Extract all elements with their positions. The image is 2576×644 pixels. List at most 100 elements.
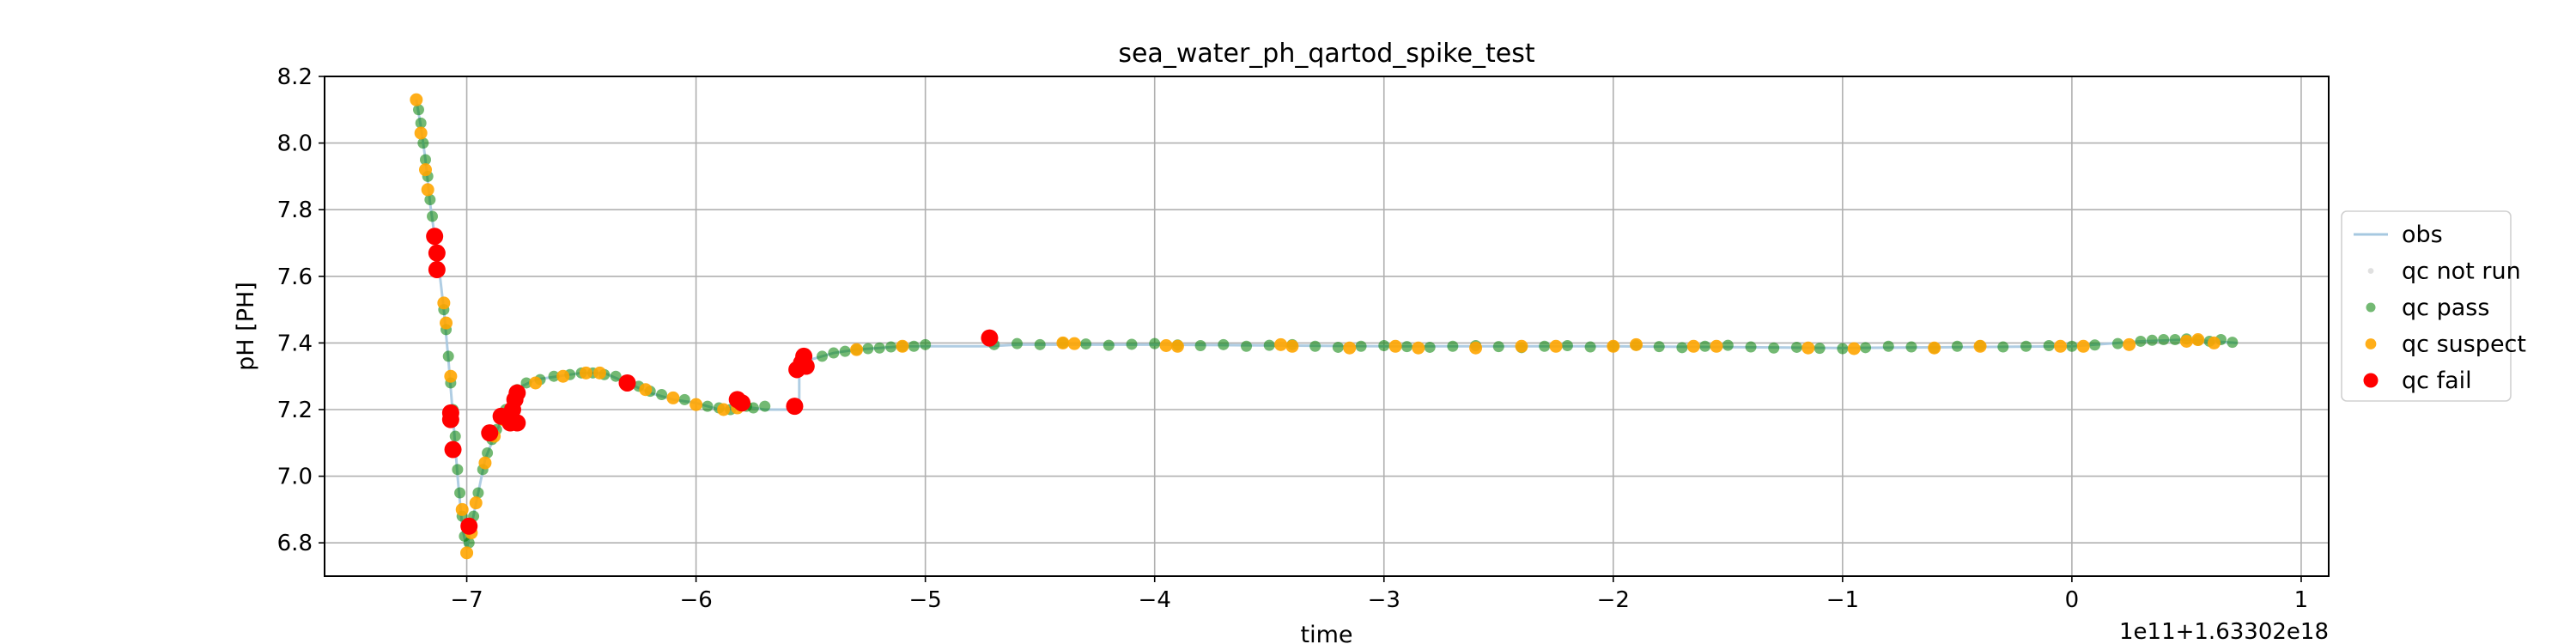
qc-suspect-point bbox=[666, 391, 680, 404]
qc-suspect-point bbox=[1343, 341, 1357, 355]
qc-pass-point bbox=[2169, 334, 2181, 346]
qc-pass-point bbox=[816, 350, 828, 362]
qc-suspect-point bbox=[1686, 339, 1700, 353]
qc-pass-point bbox=[420, 154, 432, 166]
qc-pass-point bbox=[1997, 341, 2009, 353]
qc-pass-point bbox=[920, 338, 932, 350]
qc-pass-point bbox=[2146, 334, 2158, 346]
qc-pass-point bbox=[862, 343, 874, 355]
qc-pass-point bbox=[482, 447, 494, 459]
qc-pass-point bbox=[1676, 342, 1688, 354]
qc-suspect-point bbox=[1285, 339, 1299, 353]
qc-pass-point bbox=[424, 194, 436, 206]
qc-suspect-point bbox=[1412, 341, 1425, 355]
qc-pass-point bbox=[520, 377, 532, 389]
legend-swatch-qc-pass bbox=[2366, 302, 2376, 313]
qc-pass-point bbox=[1011, 337, 1023, 349]
qc-suspect-point bbox=[1710, 339, 1723, 353]
qc-suspect-point bbox=[2123, 337, 2136, 351]
qc-pass-point bbox=[1951, 340, 1963, 352]
qc-fail-point bbox=[618, 374, 636, 392]
qc-pass-point bbox=[1149, 337, 1161, 349]
qc-suspect-point bbox=[419, 163, 433, 177]
qc-suspect-point bbox=[717, 403, 731, 416]
qc-fail-point bbox=[481, 424, 499, 442]
qc-pass-point bbox=[908, 340, 920, 352]
qc-pass-point bbox=[1241, 340, 1253, 352]
qc-pass-point bbox=[1860, 342, 1872, 354]
qc-suspect-point bbox=[455, 502, 469, 516]
y-tick-label: 7.2 bbox=[277, 398, 313, 423]
qc-fail-point bbox=[460, 517, 478, 535]
x-axis-label: time bbox=[1300, 622, 1352, 644]
qc-suspect-point bbox=[460, 546, 474, 560]
qc-pass-point bbox=[1400, 341, 1413, 353]
qc-pass-point bbox=[417, 137, 429, 149]
qc-pass-point bbox=[885, 341, 897, 353]
qc-pass-point bbox=[839, 345, 851, 357]
qc-pass-point bbox=[747, 402, 759, 414]
qc-suspect-point bbox=[1549, 339, 1563, 353]
qc-pass-point bbox=[1745, 341, 1757, 353]
qc-pass-point bbox=[548, 370, 560, 382]
qc-suspect-point bbox=[440, 316, 453, 330]
qc-fail-point bbox=[428, 244, 446, 262]
qc-suspect-point bbox=[639, 383, 653, 397]
x-axis: −7 −6 −5 −4 −3 −2 −1 0 1 bbox=[450, 576, 2308, 613]
qc-fail-point bbox=[428, 261, 446, 279]
qc-pass-point bbox=[2043, 340, 2055, 352]
x-tick-label: 0 bbox=[2065, 587, 2080, 613]
qc-suspect-point bbox=[529, 376, 543, 390]
qc-suspect-point bbox=[2179, 334, 2193, 348]
qc-pass-point bbox=[1492, 341, 1504, 353]
qc-pass-point bbox=[452, 464, 464, 476]
qc-pass-point bbox=[454, 487, 466, 499]
chart-title: sea_water_ph_qartod_spike_test bbox=[1118, 39, 1535, 69]
qc-suspect-point bbox=[1388, 339, 1402, 353]
qc-suspect-point bbox=[1847, 342, 1861, 355]
qc-pass-point bbox=[1424, 341, 1436, 353]
qc-suspect-point bbox=[414, 126, 428, 140]
y-axis: 6.8 7.0 7.2 7.4 7.6 7.8 8.0 8.2 bbox=[277, 64, 325, 556]
qc-pass-point bbox=[1584, 341, 1596, 353]
legend-label-qc-not-run: qc not run bbox=[2402, 258, 2521, 285]
series-qc-fail bbox=[426, 228, 999, 535]
qc-suspect-point bbox=[2054, 339, 2068, 353]
qc-pass-point bbox=[1263, 339, 1275, 351]
x-tick-label: −1 bbox=[1826, 587, 1859, 613]
qc-pass-point bbox=[1080, 338, 1092, 350]
qc-pass-point bbox=[1309, 340, 1321, 352]
qc-pass-point bbox=[759, 400, 771, 412]
qc-pass-point bbox=[472, 487, 484, 499]
series-obs bbox=[415, 99, 2238, 550]
qc-pass-point bbox=[1790, 341, 1802, 353]
qc-pass-point bbox=[1699, 340, 1711, 352]
qc-suspect-point bbox=[896, 339, 909, 353]
qc-suspect-point bbox=[444, 369, 458, 383]
qc-suspect-point bbox=[592, 366, 606, 380]
qc-pass-point bbox=[1447, 340, 1459, 352]
qc-pass-point bbox=[1355, 340, 1367, 352]
qc-pass-point bbox=[1378, 340, 1390, 352]
obs-line bbox=[415, 99, 2238, 550]
qc-pass-point bbox=[412, 104, 424, 116]
qc-pass-point bbox=[1653, 341, 1665, 353]
qc-pass-point bbox=[1539, 340, 1551, 352]
qc-suspect-point bbox=[1159, 339, 1173, 353]
qc-fail-point bbox=[508, 384, 526, 402]
qc-fail-point bbox=[426, 228, 444, 246]
qc-fail-point bbox=[508, 414, 526, 432]
qc-suspect-point bbox=[2191, 333, 2205, 347]
legend-swatch-qc-not-run bbox=[2367, 268, 2374, 274]
y-tick-label: 6.8 bbox=[277, 531, 313, 556]
y-tick-label: 8.2 bbox=[277, 64, 313, 90]
qc-pass-point bbox=[2227, 337, 2239, 349]
plot-frame bbox=[324, 76, 2330, 577]
qc-suspect-point bbox=[478, 456, 492, 470]
qc-pass-point bbox=[1814, 343, 1826, 355]
qc-pass-point bbox=[702, 400, 714, 412]
qc-pass-point bbox=[2111, 337, 2123, 349]
qc-pass-point bbox=[2135, 335, 2147, 347]
x-tick-label: −7 bbox=[450, 587, 483, 613]
